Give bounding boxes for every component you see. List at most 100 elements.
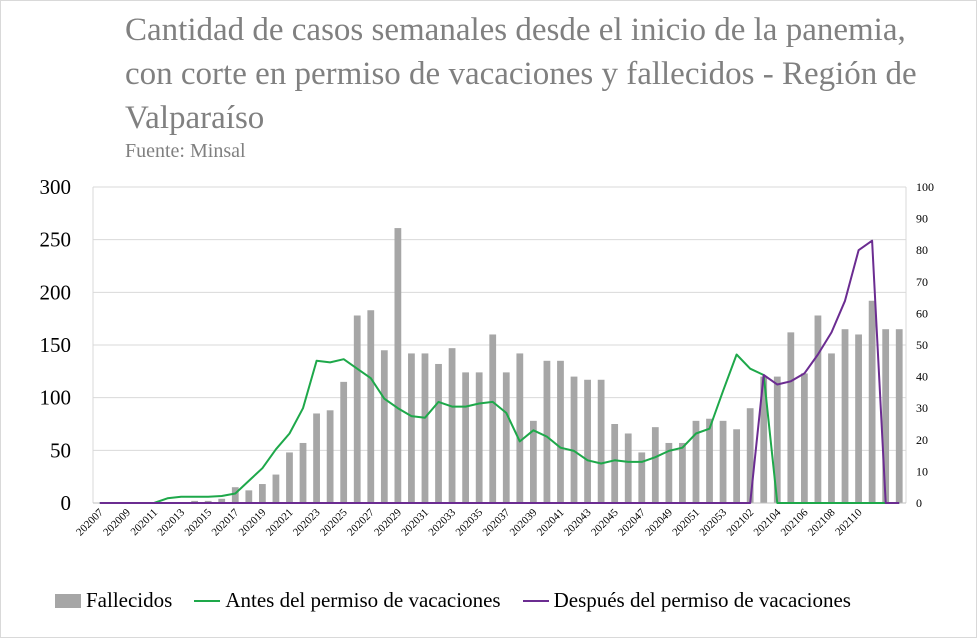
bar-fallecidos xyxy=(611,424,619,503)
x-tick-label: 202007 xyxy=(74,506,106,538)
y2-tick-label: 100 xyxy=(916,180,934,194)
y2-tick-label: 40 xyxy=(916,370,928,384)
bar-fallecidos xyxy=(597,379,605,503)
y2-tick-label: 60 xyxy=(916,306,928,320)
bar-fallecidos xyxy=(651,427,659,503)
y2-tick-label: 10 xyxy=(916,464,928,478)
y2-tick-label: 80 xyxy=(916,243,928,257)
y2-tick-label: 90 xyxy=(916,212,928,226)
x-tick-label: 202035 xyxy=(453,506,485,538)
bar-fallecidos xyxy=(475,372,483,503)
x-tick-label: 202053 xyxy=(697,506,729,538)
bar-fallecidos xyxy=(638,452,646,503)
bar-fallecidos xyxy=(882,329,890,503)
line-antes xyxy=(99,353,900,504)
bar-fallecidos xyxy=(584,379,591,503)
bar-fallecidos xyxy=(814,315,822,503)
bar-fallecidos xyxy=(516,353,524,503)
x-tick-label: 202017 xyxy=(210,506,242,538)
legend-swatch-bar xyxy=(55,593,81,608)
legend-swatch-despues xyxy=(522,599,549,602)
bar-fallecidos xyxy=(258,484,266,503)
bar-fallecidos xyxy=(529,420,537,503)
x-tick-label: 202110 xyxy=(833,506,865,538)
x-tick-label: 202025 xyxy=(318,506,350,538)
x-tick-label: 202037 xyxy=(481,506,513,538)
x-tick-label: 202039 xyxy=(508,506,540,538)
bar-fallecidos xyxy=(733,429,741,503)
x-tick-label: 202033 xyxy=(426,506,458,538)
y-tick-label: 200 xyxy=(40,280,72,304)
y-tick-label: 50 xyxy=(50,438,71,462)
bar-fallecidos xyxy=(340,381,348,503)
y2-tick-label: 30 xyxy=(916,401,928,415)
bar-fallecidos xyxy=(272,474,280,503)
y-tick-label: 300 xyxy=(40,175,72,199)
bar-fallecidos xyxy=(760,376,768,503)
x-tick-label: 202023 xyxy=(291,506,323,538)
chart-title: Cantidad de casos semanales desde el ini… xyxy=(125,12,917,136)
y2-tick-label: 70 xyxy=(916,275,928,289)
bar-fallecidos xyxy=(286,452,293,503)
bar-fallecidos xyxy=(719,420,727,503)
chart-plot: 0 50 100 150 200 250 300 0 10 20 30 40 50 60 70 80 90 100… xyxy=(40,175,935,539)
bar-fallecidos xyxy=(380,350,388,503)
line-despues xyxy=(99,239,900,504)
x-tick-label: 202049 xyxy=(643,506,675,538)
y2-tick-label: 20 xyxy=(916,433,928,447)
x-tick-label: 202027 xyxy=(345,506,377,538)
bar-fallecidos xyxy=(557,360,564,503)
bar-fallecidos xyxy=(313,413,320,503)
bar-fallecidos xyxy=(773,376,781,503)
y2-tick-label: 50 xyxy=(916,338,928,352)
bar-fallecidos xyxy=(353,315,361,503)
bar-fallecidos xyxy=(570,376,578,503)
legend-label-antes: Antes del permiso de vacaciones xyxy=(225,588,501,612)
y2-tick-label: 0 xyxy=(916,496,922,510)
y-tick-label: 150 xyxy=(40,333,72,357)
bar-fallecidos xyxy=(218,498,226,503)
x-tick-label: 202031 xyxy=(399,507,431,539)
legend-label-fallecidos: Fallecidos xyxy=(86,588,173,612)
legend-item-fallecidos: Fallecidos xyxy=(55,588,172,613)
bar-fallecidos xyxy=(868,300,876,503)
x-tick-label: 202013 xyxy=(155,506,187,538)
bar-fallecidos xyxy=(367,310,375,503)
bar-fallecidos xyxy=(299,442,307,503)
bar-fallecidos xyxy=(624,433,632,503)
x-tick-label: 202015 xyxy=(182,506,214,538)
x-tick-label: 202047 xyxy=(616,506,648,538)
x-tick-label: 202108 xyxy=(806,506,838,538)
x-tick-label: 202102 xyxy=(724,507,756,539)
bar-fallecidos xyxy=(706,418,713,503)
legend-item-antes: Antes del permiso de vacaciones xyxy=(194,588,501,613)
x-tick-label: 202106 xyxy=(779,506,811,538)
bar-fallecidos xyxy=(421,353,429,503)
x-tick-label: 202104 xyxy=(752,506,784,538)
x-tick-label: 202045 xyxy=(589,506,621,538)
x-tick-label: 202021 xyxy=(264,507,296,539)
y-tick-label: 100 xyxy=(40,386,72,410)
bar-fallecidos xyxy=(191,500,199,503)
bar-fallecidos xyxy=(408,353,415,503)
bar-fallecidos xyxy=(787,332,795,503)
bar-fallecidos xyxy=(895,329,903,503)
legend-swatch-antes xyxy=(194,599,221,602)
bar-fallecidos xyxy=(841,329,849,503)
x-tick-label: 202011 xyxy=(129,507,161,539)
bar-fallecidos xyxy=(394,228,402,503)
bar-fallecidos xyxy=(245,490,253,503)
bar-fallecidos xyxy=(543,360,551,503)
x-tick-label: 202043 xyxy=(562,506,594,538)
x-tick-label: 202041 xyxy=(535,507,567,539)
bar-fallecidos xyxy=(462,372,470,503)
bar-fallecidos xyxy=(855,334,862,503)
y-tick-label: 0 xyxy=(61,491,72,515)
x-tick-label: 202009 xyxy=(101,506,133,538)
bar-fallecidos xyxy=(746,408,754,503)
x-tick-label: 202029 xyxy=(372,506,404,538)
bar-fallecidos xyxy=(231,487,239,503)
legend-item-despues: Después del permiso de vacaciones xyxy=(522,588,851,613)
bar-fallecidos xyxy=(665,442,673,503)
bar-fallecidos xyxy=(502,372,510,503)
